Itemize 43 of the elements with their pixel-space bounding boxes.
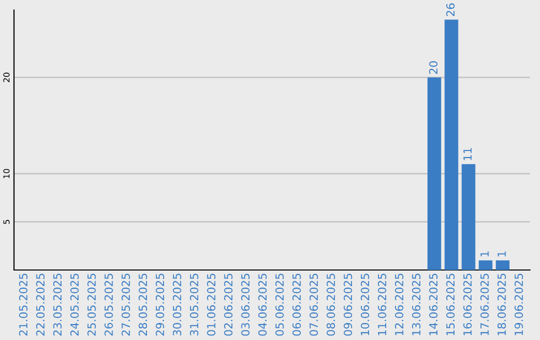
x-tick-label: 26.05.2025: [104, 274, 113, 336]
bar: [427, 77, 442, 270]
x-tick-label: 11.06.2025: [378, 274, 386, 336]
x-tick-label: 09.06.2025: [344, 274, 352, 336]
x-tick-label: 25.05.2025: [87, 274, 96, 336]
bar: [462, 164, 476, 270]
y-tick-label: 5: [3, 220, 10, 224]
x-tick-label: 02.06.2025: [224, 274, 233, 336]
x-tick-label: 15.06.2025: [446, 274, 455, 336]
bar: [496, 260, 510, 270]
y-tick-label: 20: [3, 72, 10, 82]
x-tick-label: 12.06.2025: [394, 274, 404, 336]
x-tick-label: 27.05.2025: [122, 274, 130, 336]
x-tick-label: 19.06.2025: [514, 274, 523, 336]
x-tick-label: 06.06.2025: [292, 274, 301, 336]
y-tick-label: 10: [3, 168, 10, 178]
x-tick-label: 10.06.2025: [360, 274, 370, 336]
bar: [444, 20, 458, 270]
x-tick-label: 05.06.2025: [275, 274, 284, 336]
data-label: 1: [480, 252, 489, 256]
x-tick-label: 16.06.2025: [463, 274, 472, 336]
data-label: 11: [463, 148, 472, 160]
x-tick-label: 22.05.2025: [36, 274, 45, 336]
x-tick-label: 17.06.2025: [480, 274, 489, 336]
x-tick-label: 24.05.2025: [70, 274, 79, 336]
x-tick-label: 08.06.2025: [326, 274, 336, 336]
x-tick-label: 14.06.2025: [429, 274, 438, 336]
x-tick-label: 21.05.2025: [19, 274, 28, 336]
x-tick-label: 03.06.2025: [241, 274, 250, 336]
data-label: 1: [498, 252, 506, 256]
x-tick-label: 29.05.2025: [156, 274, 164, 336]
x-tick-label: 13.06.2025: [412, 274, 420, 336]
data-label: 26: [446, 3, 455, 16]
bar: [478, 260, 492, 270]
x-tick-label: 28.05.2025: [138, 274, 148, 336]
x-tick-label: 07.06.2025: [310, 274, 318, 336]
x-tick-label: 18.06.2025: [497, 274, 506, 336]
x-tick-label: 23.05.2025: [53, 274, 62, 336]
x-tick-label: 31.05.2025: [190, 274, 198, 336]
x-tick-label: 01.06.2025: [207, 274, 216, 336]
data-label: 20: [429, 61, 438, 74]
x-tick-label: 04.06.2025: [258, 274, 267, 336]
x-tick-label: 30.05.2025: [172, 274, 182, 336]
